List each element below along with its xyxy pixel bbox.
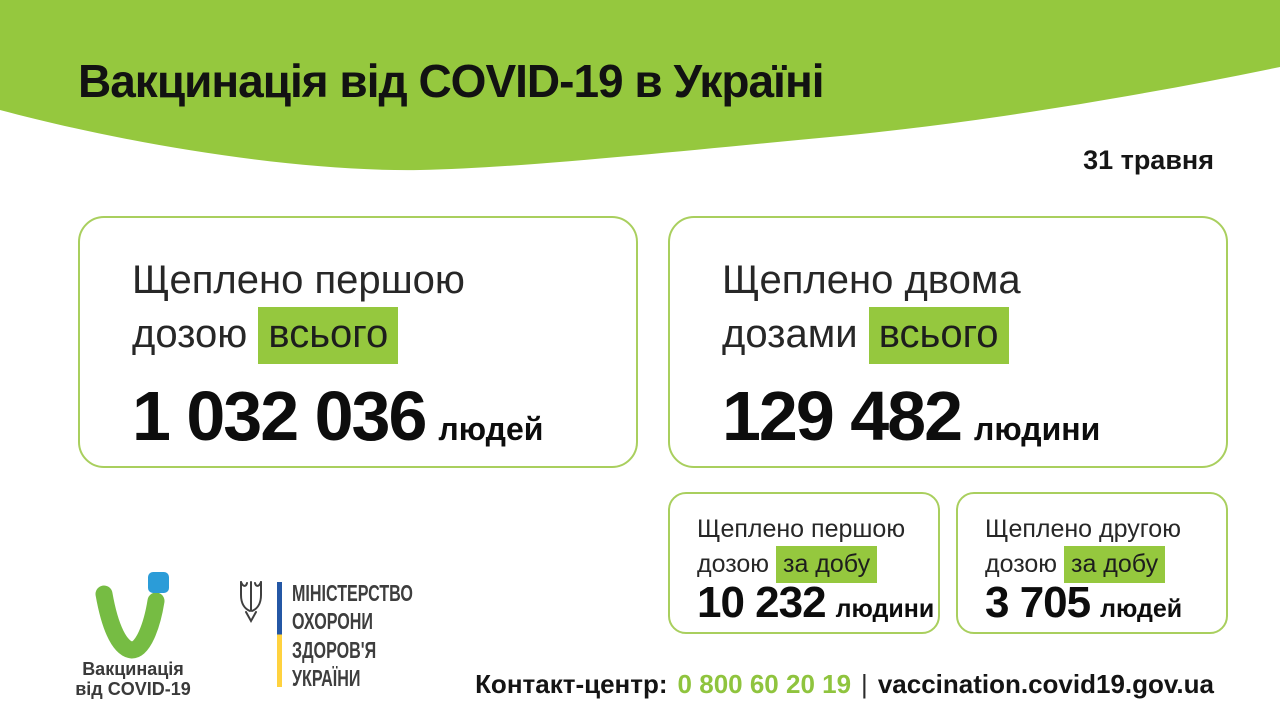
stat-unit: людини <box>835 595 935 623</box>
stat-unit: людини <box>974 411 1101 447</box>
stat-value-row: 10 232 людини <box>697 578 934 628</box>
stat-card-label: Щеплено двома дозами всього <box>722 254 1226 364</box>
stat-value: 1 032 036 <box>132 377 427 455</box>
stat-value: 129 482 <box>722 377 963 455</box>
stat-unit: людей <box>438 411 544 447</box>
stat-card-two-doses-total: Щеплено двома дозами всього 129 482 люди… <box>668 216 1228 468</box>
header-wave-shape <box>0 0 1280 171</box>
vaccination-v-icon <box>95 572 169 659</box>
highlight-badge: за добу <box>1064 546 1166 583</box>
contact-phone[interactable]: 0 800 60 20 19 <box>677 669 852 699</box>
ministry-name: МІНІСТЕРСТВО ОХОРОНИ ЗДОРОВ'Я УКРАЇНИ <box>292 580 413 692</box>
stat-card-label: Щеплено першою дозою за добу <box>697 512 938 583</box>
stat-value: 3 705 <box>985 578 1091 627</box>
stat-value-row: 3 705 людей <box>985 578 1182 628</box>
divider: | <box>861 669 868 699</box>
contact-label: Контакт-центр: <box>475 669 668 699</box>
stat-card-first-dose-daily: Щеплено першою дозою за добу 10 232 люди… <box>668 492 940 634</box>
highlight-badge: за добу <box>776 546 878 583</box>
page-title: Вакцинація від COVID-19 в Україні <box>78 55 825 107</box>
trident-icon <box>240 581 262 624</box>
stat-card-first-dose-total: Щеплено першою дозою всього 1 032 036 лю… <box>78 216 638 468</box>
stat-unit: людей <box>1100 595 1183 623</box>
stat-value-row: 129 482 людини <box>722 376 1100 456</box>
website-link[interactable]: vaccination.covid19.gov.ua <box>877 669 1214 699</box>
stat-card-label: Щеплено другою дозою за добу <box>985 512 1226 583</box>
stat-value: 10 232 <box>697 578 827 627</box>
contact-bar: Контакт-центр: 0 800 60 20 19 | vaccinat… <box>475 669 1214 700</box>
highlight-badge: всього <box>868 307 1009 364</box>
stat-value-row: 1 032 036 людей <box>132 376 543 456</box>
vaccination-logo-caption: Вакцинація від COVID-19 <box>75 659 191 699</box>
stat-card-second-dose-daily: Щеплено другою дозою за добу 3 705 людей <box>956 492 1228 634</box>
report-date: 31 травня <box>1083 145 1214 175</box>
stat-card-label: Щеплено першою дозою всього <box>132 254 636 364</box>
flag-bar <box>277 582 282 687</box>
highlight-badge: всього <box>258 307 399 364</box>
